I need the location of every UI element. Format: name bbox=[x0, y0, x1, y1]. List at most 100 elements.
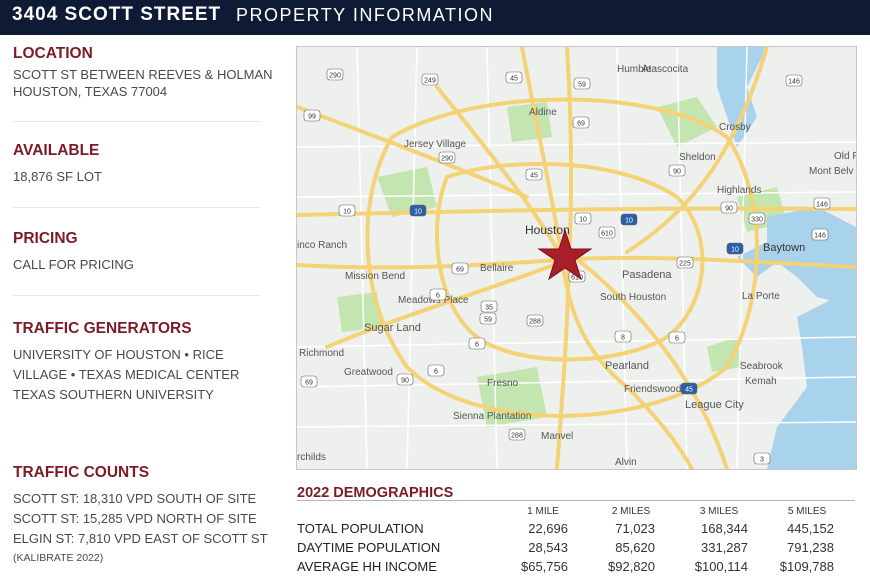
section-divider bbox=[13, 295, 260, 296]
traffic-counts-title: TRAFFIC COUNTS bbox=[13, 464, 150, 481]
place-label: Atascocita bbox=[642, 64, 689, 75]
place-label: Friendswood bbox=[624, 384, 681, 395]
highway-shield-label: 45 bbox=[530, 173, 538, 180]
place-label: Sienna Plantation bbox=[453, 411, 531, 422]
highway-shield-icon bbox=[785, 74, 803, 87]
highway-shield-icon bbox=[813, 197, 831, 210]
highway-shield-icon bbox=[668, 331, 686, 344]
demographics-rule bbox=[297, 500, 855, 501]
traffic-count-line-1: SCOTT ST: 18,310 VPD SOUTH OF SITE bbox=[13, 491, 257, 506]
highway-shield-icon bbox=[668, 164, 686, 177]
traffic-generators-line-2: VILLAGE • TEXAS MEDICAL CENTER bbox=[13, 367, 240, 382]
place-label: Fresno bbox=[487, 378, 519, 389]
highway-shield-icon bbox=[429, 288, 447, 301]
highway-shield-label: 6 bbox=[675, 336, 679, 343]
col-header-5-miles: 5 MILES bbox=[787, 506, 827, 517]
table-cell: $109,788 bbox=[779, 559, 834, 574]
highway-shield-icon bbox=[505, 71, 523, 84]
highway-shield-icon bbox=[614, 330, 632, 343]
highway-shield-icon bbox=[811, 228, 829, 241]
col-header-1-mile: 1 MILE bbox=[527, 506, 559, 517]
place-label: Mont Belv bbox=[809, 166, 853, 177]
highway-shield-icon bbox=[726, 242, 744, 255]
page-subtitle: PROPERTY INFORMATION bbox=[236, 5, 495, 25]
highway-shield-label: 69 bbox=[577, 121, 585, 128]
place-label: Mission Bend bbox=[345, 271, 405, 282]
row-label-total-population: TOTAL POPULATION bbox=[297, 521, 424, 536]
highway-shield-icon bbox=[598, 226, 616, 239]
place-label: Crosby bbox=[719, 122, 751, 133]
table-cell: 331,287 bbox=[701, 540, 748, 555]
place-label: Aldine bbox=[529, 107, 557, 118]
place-label: Baytown bbox=[763, 242, 805, 254]
place-label: Bellaire bbox=[480, 263, 514, 274]
highway-shield-label: 10 bbox=[579, 217, 587, 224]
highway-shield-label: 10 bbox=[343, 209, 351, 216]
place-label: inco Ranch bbox=[297, 240, 347, 251]
place-label: rchilds bbox=[297, 452, 326, 463]
table-cell: 791,238 bbox=[787, 540, 834, 555]
highway-shield-icon bbox=[676, 256, 694, 269]
highway-shield-icon bbox=[508, 428, 526, 441]
place-label: League City bbox=[685, 399, 744, 411]
highway-shield-label: 59 bbox=[484, 317, 492, 324]
highway-shield-icon bbox=[525, 168, 543, 181]
place-label: Greatwood bbox=[344, 367, 393, 378]
place-label: Richmond bbox=[299, 348, 344, 359]
highway-shield-label: 290 bbox=[329, 73, 341, 80]
highway-shield-icon bbox=[300, 375, 318, 388]
highway-shield-label: 10 bbox=[625, 218, 633, 225]
place-label: Sheldon bbox=[679, 152, 716, 163]
table-cell: $92,820 bbox=[608, 559, 655, 574]
place-label: South Houston bbox=[600, 292, 666, 303]
highway-shield-icon bbox=[451, 262, 469, 275]
site-star-icon bbox=[537, 228, 593, 281]
place-label: Houston bbox=[525, 223, 570, 237]
highway-shield-label: 35 bbox=[485, 305, 493, 312]
highway-shield-label: 225 bbox=[679, 261, 691, 268]
highway-shield-label: 99 bbox=[308, 114, 316, 121]
table-cell: 28,543 bbox=[528, 540, 568, 555]
highway-shield-icon bbox=[468, 337, 486, 350]
highway-shield-icon bbox=[574, 212, 592, 225]
map-labels: Humble Atascocita Aldine Jersey Village … bbox=[297, 64, 856, 468]
property-address: 3404 SCOTT STREET bbox=[12, 4, 222, 25]
place-label: Seabrook bbox=[740, 361, 784, 372]
pricing-title: PRICING bbox=[13, 230, 78, 247]
map-streets bbox=[297, 47, 856, 469]
place-label: Old F bbox=[834, 151, 856, 162]
highway-shield-label: 90 bbox=[725, 206, 733, 213]
location-line-1: SCOTT ST BETWEEN REEVES & HOLMAN bbox=[13, 67, 273, 82]
traffic-generators-line-1: UNIVERSITY OF HOUSTON • RICE bbox=[13, 347, 224, 362]
demographics-title: 2022 DEMOGRAPHICS bbox=[297, 485, 454, 501]
highway-shield-label: 288 bbox=[529, 319, 541, 326]
highway-shield-icon bbox=[427, 364, 445, 377]
highway-shield-icon bbox=[748, 212, 766, 225]
place-label: Jersey Village bbox=[404, 139, 467, 150]
location-title: LOCATION bbox=[13, 45, 93, 62]
highway-shield-label: 69 bbox=[305, 380, 313, 387]
highway-shield-icon bbox=[438, 151, 456, 164]
place-label: Alvin bbox=[615, 457, 637, 468]
table-cell: 71,023 bbox=[615, 521, 655, 536]
highway-shield-icon bbox=[421, 73, 439, 86]
place-label: Kemah bbox=[745, 376, 777, 387]
highway-shield-label: 610 bbox=[601, 231, 613, 238]
highway-shield-icon bbox=[326, 68, 344, 81]
place-label: Highlands bbox=[717, 185, 761, 196]
traffic-generators-title: TRAFFIC GENERATORS bbox=[13, 320, 192, 337]
table-cell: 168,344 bbox=[701, 521, 748, 536]
row-label-daytime-population: DAYTIME POPULATION bbox=[297, 540, 441, 555]
highway-shield-label: 10 bbox=[414, 209, 422, 216]
area-map[interactable]: Humble Atascocita Aldine Jersey Village … bbox=[296, 46, 857, 470]
traffic-count-line-3: ELGIN ST: 7,810 VPD EAST OF SCOTT ST bbox=[13, 531, 268, 546]
highway-shield-label: 8 bbox=[621, 335, 625, 342]
highway-shield-icon bbox=[720, 201, 738, 214]
section-divider bbox=[13, 207, 260, 208]
highway-shield-label: 146 bbox=[816, 202, 828, 209]
highway-shield-label: 330 bbox=[751, 217, 763, 224]
place-label: Meadows Place bbox=[398, 295, 469, 306]
highway-shield-label: 146 bbox=[814, 233, 826, 240]
highway-shield-icon bbox=[573, 77, 591, 90]
